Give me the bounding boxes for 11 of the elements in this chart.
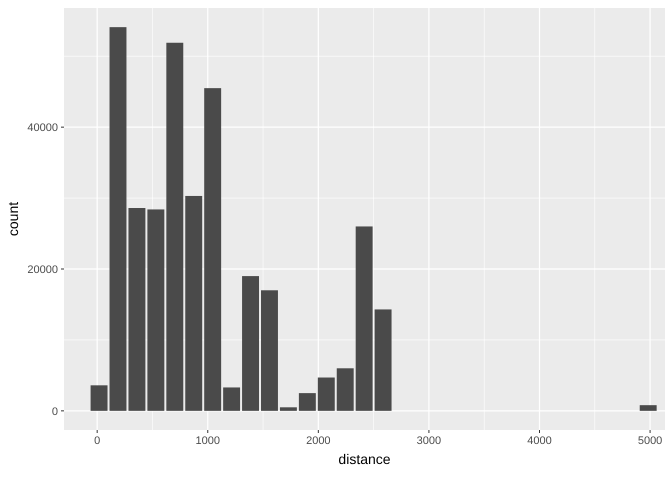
y-tick-label: 40000 (27, 122, 58, 134)
x-tick-label: 3000 (416, 435, 442, 447)
y-tick-label: 0 (52, 406, 58, 418)
x-tick-label: 5000 (638, 435, 662, 447)
x-tick-label: 4000 (527, 435, 552, 447)
x-tick-label: 2000 (306, 435, 331, 447)
x-axis-title: distance (338, 451, 391, 467)
x-tick-label: 0 (94, 435, 100, 447)
y-axis-title: count (5, 202, 21, 236)
x-tick-label: 1000 (196, 435, 220, 447)
y-tick-label: 20000 (27, 264, 58, 276)
